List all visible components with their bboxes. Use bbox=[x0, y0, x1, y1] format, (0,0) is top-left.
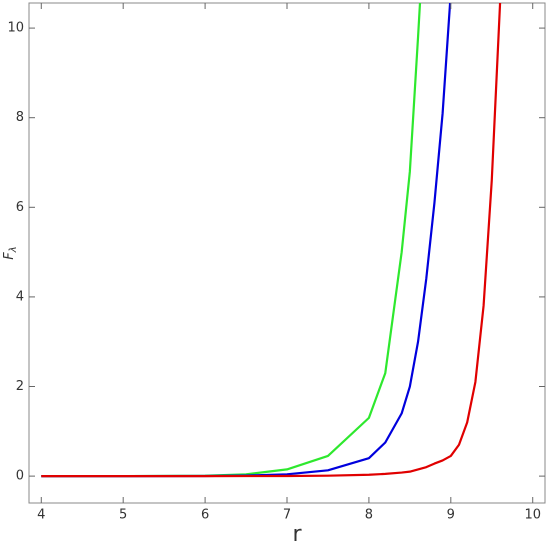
y-tick-label: 10 bbox=[7, 21, 24, 36]
y-tick-label: 4 bbox=[16, 289, 24, 304]
x-tick-label: 8 bbox=[365, 508, 373, 523]
plot-area bbox=[41, 3, 502, 478]
plot-frame bbox=[28, 2, 546, 504]
x-tick-label: 5 bbox=[119, 508, 127, 523]
y-label-sub: λ bbox=[8, 246, 19, 253]
x-tick-label: 10 bbox=[524, 508, 541, 523]
series-line bbox=[41, 3, 452, 478]
series-line bbox=[41, 3, 422, 478]
series-line bbox=[41, 3, 502, 478]
y-tick-label: 6 bbox=[16, 200, 24, 215]
x-tick-label: 9 bbox=[447, 508, 455, 523]
y-tick-label: 2 bbox=[16, 379, 24, 394]
x-axis-label: r bbox=[292, 522, 302, 547]
x-tick-label: 6 bbox=[201, 508, 209, 523]
y-tick-label: 8 bbox=[16, 110, 24, 125]
y-label-main: F bbox=[2, 252, 17, 260]
x-tick-label: 4 bbox=[37, 508, 45, 523]
x-tick-label: 7 bbox=[283, 508, 291, 523]
y-tick-label: 0 bbox=[16, 469, 24, 484]
y-axis-label: Fλ bbox=[2, 246, 20, 259]
